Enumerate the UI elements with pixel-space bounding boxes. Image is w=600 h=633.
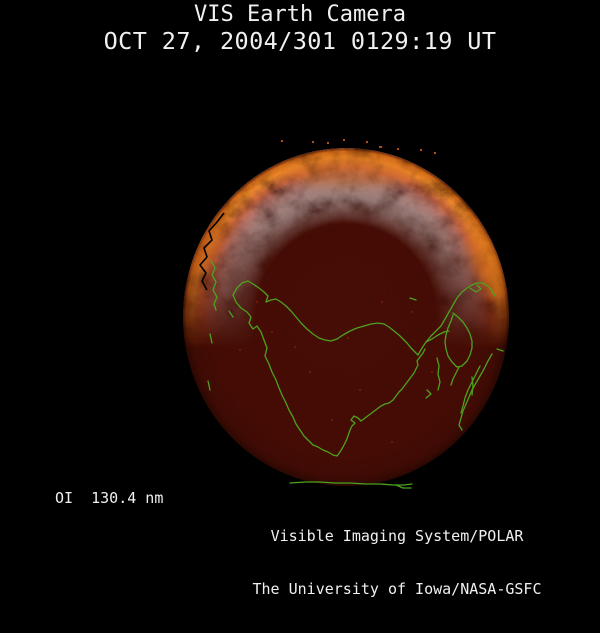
coastline-overlay <box>207 260 504 489</box>
dayglow-arc <box>183 148 509 486</box>
credits-block: Visible Imaging System/POLAR The Univers… <box>247 493 547 633</box>
wavelength-label: OI 130.4 nm <box>55 489 164 507</box>
terminator-shadow-line <box>199 212 225 291</box>
timestamp-label: OCT 27, 2004/301 0129:19 UT <box>103 27 497 55</box>
disk-hot-pixels <box>238 300 434 444</box>
page-title: VIS Earth Camera <box>194 2 406 27</box>
noise-specks <box>281 139 436 154</box>
vis-earth-camera-frame: VIS Earth Camera OCT 27, 2004/301 0129:1… <box>55 2 542 598</box>
credit-line-instrument: Visible Imaging System/POLAR <box>270 527 524 545</box>
credit-line-institution: The University of Iowa/NASA-GSFC <box>252 579 542 598</box>
earth-disk-image <box>183 139 509 489</box>
